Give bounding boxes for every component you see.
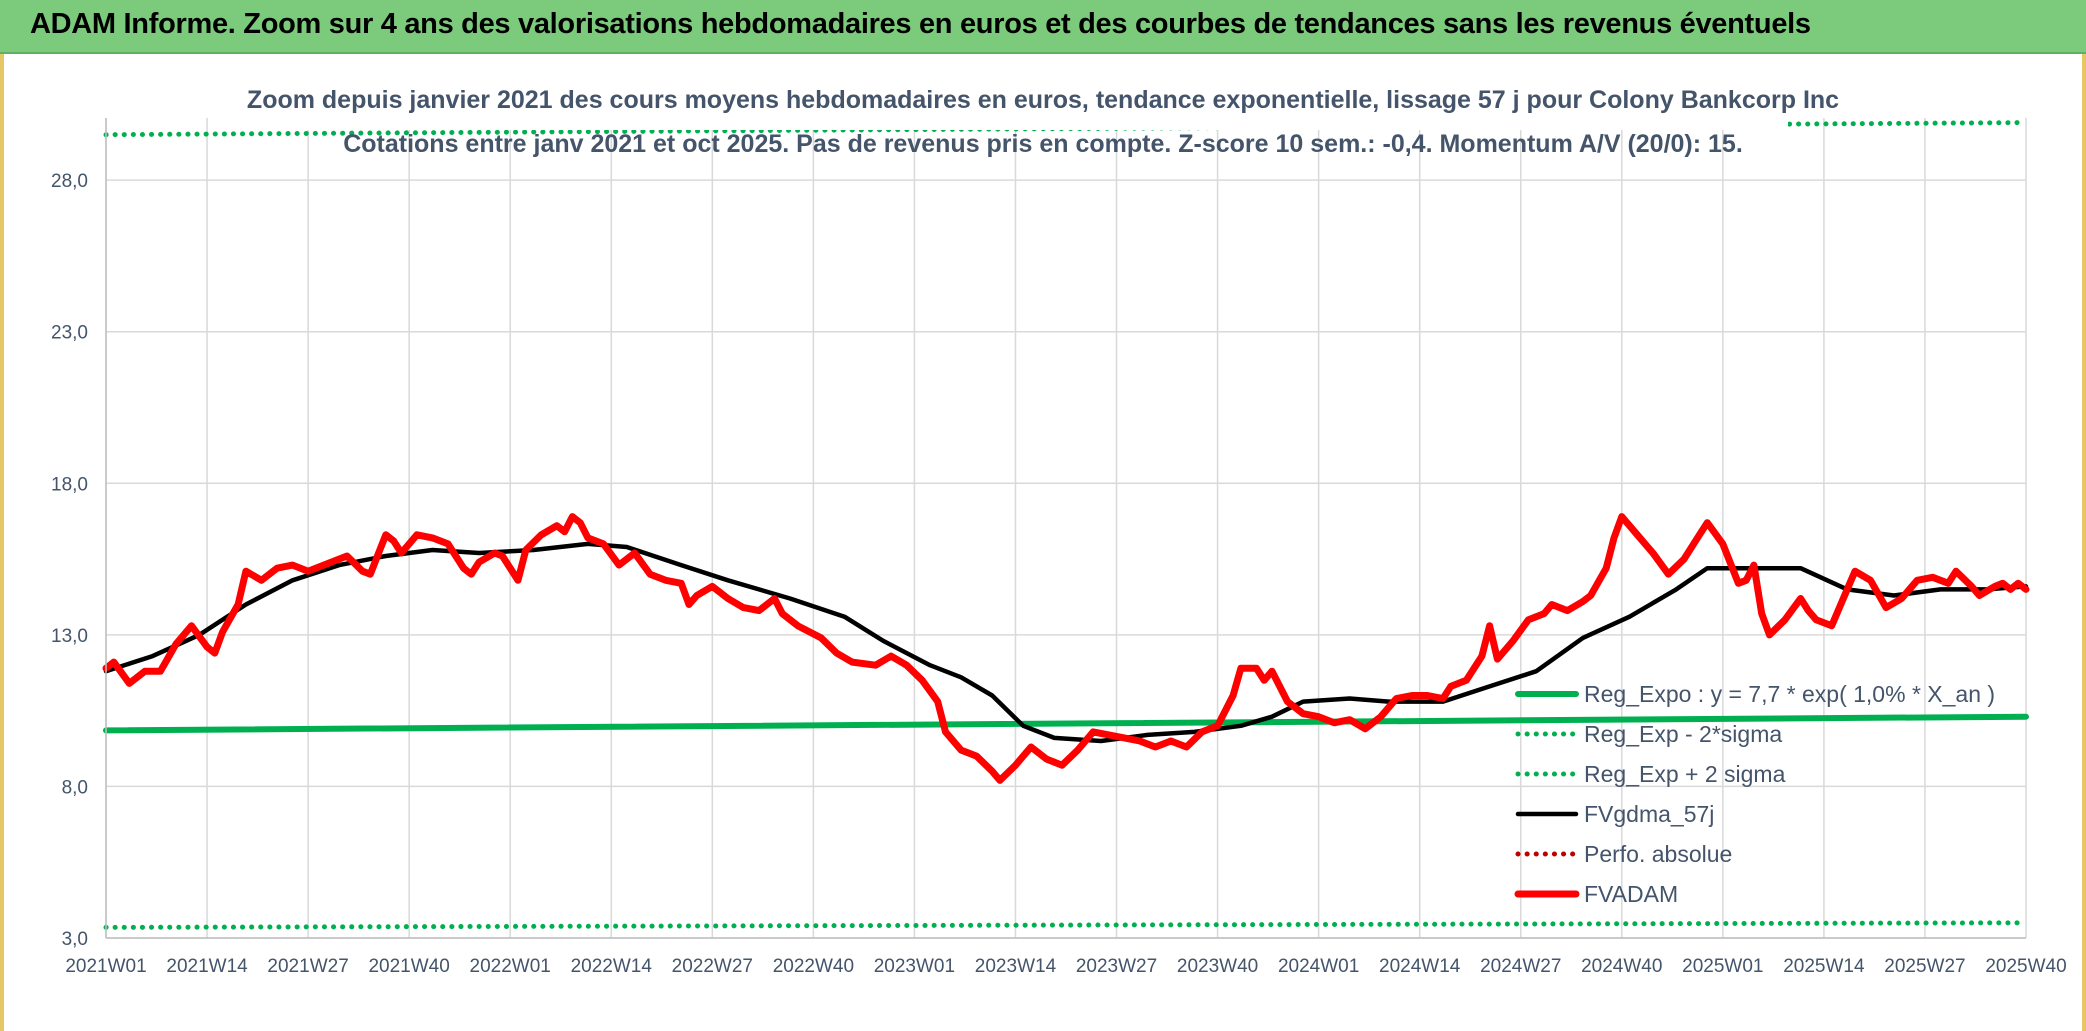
x-tick-label: 2022W14 — [571, 956, 653, 977]
y-tick-label: 18,0 — [51, 474, 88, 495]
y-tick-label: 13,0 — [51, 626, 88, 647]
x-tick-label: 2022W27 — [672, 956, 753, 977]
legend-label: Reg_Exp + 2 sigma — [1584, 761, 1786, 787]
x-tick-label: 2021W01 — [65, 956, 146, 977]
x-tick-label: 2023W01 — [874, 956, 955, 977]
series-line-fvadam — [102, 513, 2030, 784]
report-header: ADAM Informe. Zoom sur 4 ans des valoris… — [0, 0, 2086, 54]
x-tick-label: 2024W01 — [1278, 956, 1359, 977]
grid-layer — [105, 118, 2027, 939]
title-backdrop — [292, 104, 1788, 130]
series-line-fvgdma-57j — [103, 541, 2029, 744]
x-tick-label: 2023W14 — [975, 956, 1057, 977]
x-tick-label: 2023W40 — [1177, 956, 1258, 977]
x-tick-label: 2025W27 — [1884, 956, 1965, 977]
series-layer — [102, 104, 2030, 930]
x-tick-label: 2024W27 — [1480, 956, 1561, 977]
legend-label: FVgdma_57j — [1584, 801, 1714, 827]
x-tick-label: 2021W40 — [368, 956, 449, 977]
legend-label: Reg_Expo : y = 7,7 * exp( 1,0% * X_an ) — [1584, 681, 1995, 707]
x-tick-label: 2025W01 — [1682, 956, 1763, 977]
x-tick-label: 2022W40 — [773, 956, 854, 977]
x-tick-label: 2023W27 — [1076, 956, 1157, 977]
x-tick-label: 2025W40 — [1985, 956, 2066, 977]
series-line-reg-exp-2-sigma — [103, 920, 2029, 930]
legend-label: Perfo. absolue — [1584, 841, 1732, 867]
chart-subtitle: Cotations entre janv 2021 et oct 2025. P… — [343, 130, 1743, 158]
frame-right-border — [2082, 54, 2086, 1031]
x-tick-label: 2022W01 — [470, 956, 551, 977]
x-tick-label: 2021W14 — [166, 956, 248, 977]
chart-title: Zoom depuis janvier 2021 des cours moyen… — [247, 86, 1839, 114]
legend-label: Reg_Exp - 2*sigma — [1584, 721, 1782, 747]
y-tick-label: 28,0 — [51, 171, 88, 192]
y-tick-label: 23,0 — [51, 323, 88, 344]
report-title: ADAM Informe. Zoom sur 4 ans des valoris… — [30, 8, 1811, 40]
x-tick-label: 2025W14 — [1783, 956, 1865, 977]
series-line-reg-expo-y-7-7-exp-1-0-x-an — [103, 713, 2029, 734]
x-tick-label: 2021W27 — [267, 956, 348, 977]
axis-layer: 3,0 8,0 13,0 18,0 23,0 28,0 2021W01 2021W14 2021… — [51, 118, 2067, 977]
y-tick-label: 8,0 — [62, 777, 88, 798]
legend-label: FVADAM — [1584, 881, 1678, 907]
y-tick-label: 3,0 — [62, 929, 88, 950]
legend: Reg_Expo : y = 7,7 * exp( 1,0% * X_an ) R… — [1514, 681, 1995, 907]
x-tick-label: 2024W40 — [1581, 956, 1662, 977]
frame-left-border — [0, 54, 4, 1031]
x-tick-label: 2024W14 — [1379, 956, 1461, 977]
